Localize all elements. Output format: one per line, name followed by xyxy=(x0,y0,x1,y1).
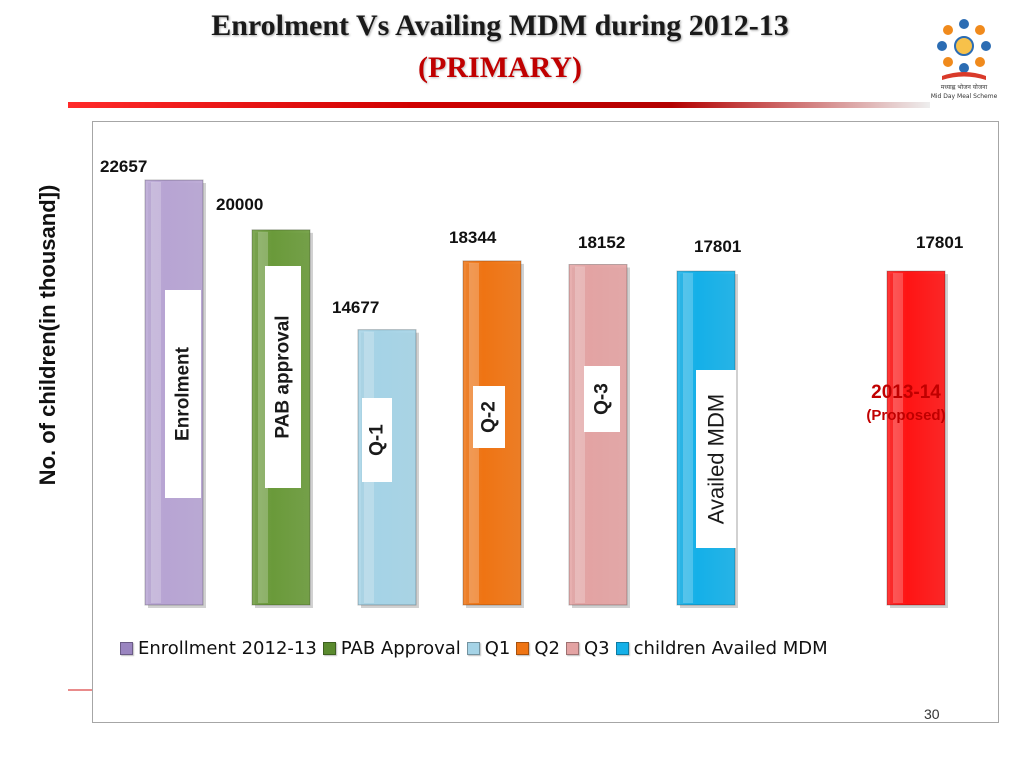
inner-label-box-3 xyxy=(473,386,505,448)
bar-highlight xyxy=(893,273,903,603)
page-number: 30 xyxy=(924,706,940,722)
value-label-2: 14677 xyxy=(332,298,379,317)
legend-label: PAB Approval xyxy=(340,637,461,659)
chart-legend: Enrollment 2012-13 PAB Approval Q1 Q2 Q3 chil… xyxy=(120,636,834,660)
legend-label: Q2 xyxy=(534,637,561,659)
legend-item-5: children Availed MDM xyxy=(615,637,828,659)
bar-highlight xyxy=(575,266,585,603)
logo-text-english: Mid Day Meal Scheme xyxy=(931,93,998,100)
bar-4 xyxy=(568,264,628,606)
proposed-year-label: 2013-14 xyxy=(871,382,941,403)
mid-day-meal-logo: मध्याह्न भोजन योजना Mid Day Meal Scheme xyxy=(931,19,998,100)
inner-label-5: Availed MDM xyxy=(704,394,729,524)
legend-label: Q3 xyxy=(584,637,610,659)
legend-item-1: PAB Approval xyxy=(322,637,461,659)
legend-swatch xyxy=(466,641,480,655)
inner-label-4: Q-3 xyxy=(592,383,613,415)
legend-item-2: Q1 xyxy=(466,637,511,659)
inner-label-3: Q-2 xyxy=(479,401,500,433)
legend-item-0: Enrollment 2012-13 xyxy=(120,638,317,659)
legend-swatch xyxy=(120,641,133,655)
inner-label-2: Q-1 xyxy=(367,424,388,456)
inner-label-0: Enrolment xyxy=(173,346,194,441)
inner-label-box-5 xyxy=(696,370,736,548)
bar-highlight xyxy=(683,273,693,603)
value-label-5: 17801 xyxy=(694,237,741,256)
footer-divider xyxy=(68,689,92,691)
legend-swatch xyxy=(566,641,580,655)
inner-label-box-2 xyxy=(362,398,392,482)
value-label-3: 18344 xyxy=(449,228,497,247)
legend-label: children Availed MDM xyxy=(633,637,828,659)
inner-label-box-1 xyxy=(265,266,301,488)
legend-item-4: Q3 xyxy=(566,638,610,659)
value-label-6: 17801 xyxy=(916,233,963,252)
title-divider xyxy=(68,102,930,108)
bar-highlight xyxy=(151,182,161,603)
logo-text-hindi: मध्याह्न भोजन योजना xyxy=(941,83,988,91)
bar-highlight xyxy=(258,231,268,603)
proposed-note-label: (Proposed) xyxy=(866,407,945,424)
value-label-1: 20000 xyxy=(216,195,263,214)
slide-title: Enrolment Vs Availing MDM during 2012-13 xyxy=(211,9,789,42)
inner-label-box-0 xyxy=(165,290,201,498)
value-label-4: 18152 xyxy=(578,233,625,252)
legend-label: Enrollment 2012-13 xyxy=(138,637,317,659)
inner-label-1: PAB approval xyxy=(273,315,294,438)
slide-subtitle: (PRIMARY) xyxy=(418,51,582,84)
logo-ring-icon xyxy=(937,19,991,73)
legend-label: Q1 xyxy=(484,637,511,659)
inner-label-box-4 xyxy=(584,366,620,432)
legend-swatch xyxy=(516,641,530,655)
value-label-0: 22657 xyxy=(100,157,147,176)
legend-swatch xyxy=(322,641,336,655)
legend-item-3: Q2 xyxy=(516,638,560,659)
chart-area xyxy=(92,121,999,723)
bar-6 xyxy=(886,270,946,606)
legend-swatch xyxy=(615,641,629,655)
